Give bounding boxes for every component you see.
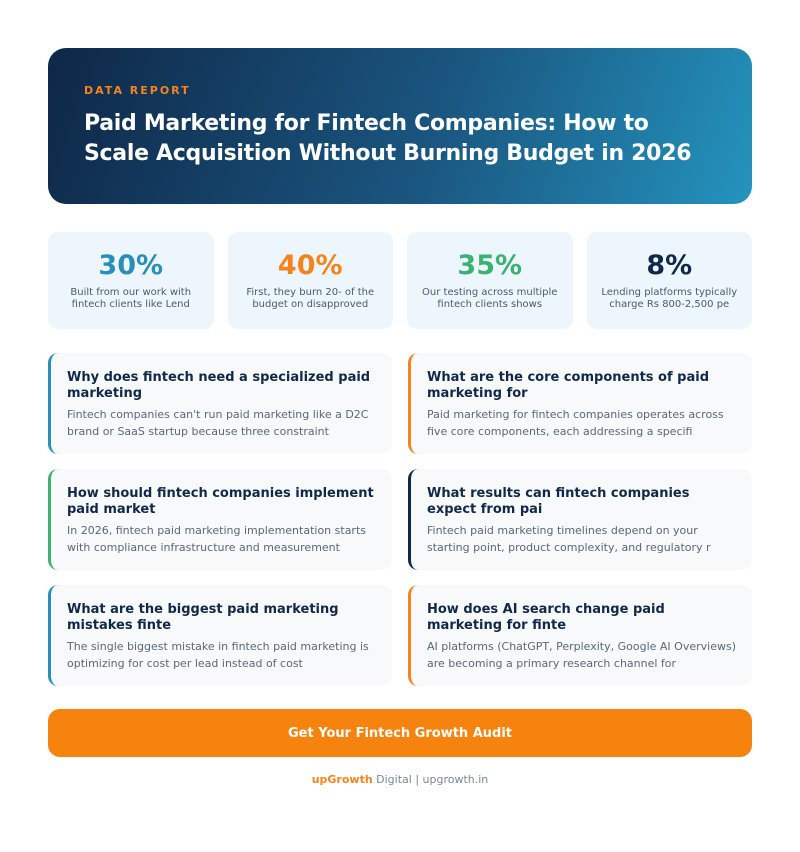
footer: upGrowth Digital | upgrowth.in [0,773,800,786]
footer-text: Digital | upgrowth.in [376,773,489,786]
faq-card: How does AI search change paid marketing… [408,585,752,686]
card-text: Paid marketing for fintech companies ope… [427,408,724,438]
cards: Why does fintech need a specialized paid… [48,353,752,686]
card-text: Fintech companies can't run paid marketi… [67,408,369,438]
stat-card: 35% Our testing across multiple fintech c… [407,232,573,329]
card-title: How does AI search change paid marketing… [427,602,665,633]
title: Paid Marketing for Fintech Companies: Ho… [84,111,692,166]
faq-card: What are the biggest paid marketing mist… [48,585,392,686]
stat-value: 30% [98,250,164,281]
card-text: Fintech paid marketing timelines depend … [427,524,711,554]
stat-card: 30% Built from our work with fintech clie… [48,232,214,329]
faq-card: Why does fintech need a specialized paid… [48,353,392,454]
card-text: The single biggest mistake in fintech pa… [67,640,369,670]
card-title: Why does fintech need a specialized paid… [67,370,371,401]
card-title: What are the biggest paid marketing mist… [67,602,339,633]
stat-value: 40% [277,250,343,281]
card-title: What are the core components of paid mar… [427,370,710,401]
faq-card: How should fintech companies implement p… [48,469,392,570]
stat-value: 8% [646,250,693,281]
stat-value: 35% [457,250,523,281]
stat-card: 40% First, they burn 20- of the budget on… [227,232,393,329]
kicker: DATA REPORT [84,84,191,97]
brand: upGrowth [311,773,373,786]
stat-label: First, they burn 20- of the budget on di… [246,287,375,310]
stat-label: Our testing across multiple fintech clie… [422,287,558,310]
faq-card: What are the core components of paid mar… [408,353,752,454]
stats: 30% Built from our work with fintech clie… [48,232,752,329]
hero: DATA REPORT Paid Marketing for Fintech C… [48,48,752,204]
card-text: In 2026, fintech paid marketing implemen… [67,524,367,554]
stat-card: 8% Lending platforms typically charge Rs … [586,232,752,329]
stat-label: Lending platforms typically charge Rs 80… [601,287,738,310]
card-title: How should fintech companies implement p… [67,486,374,517]
cta-button[interactable]: Get Your Fintech Growth Audit [48,709,752,757]
card-title: What results can fintech companies expec… [427,486,690,517]
card-text: AI platforms (ChatGPT, Perplexity, Googl… [427,640,736,670]
faq-card: What results can fintech companies expec… [408,469,752,570]
stat-label: Built from our work with fintech clients… [70,287,192,310]
